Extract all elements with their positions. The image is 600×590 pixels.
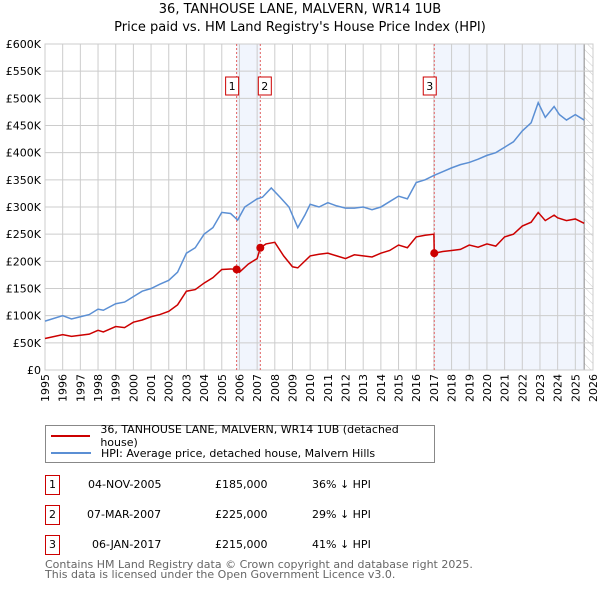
sale-point — [232, 265, 241, 274]
sale-label: 3 — [426, 80, 433, 93]
y-tick-label: £50K — [13, 337, 42, 350]
y-tick-label: £350K — [6, 174, 42, 187]
sale-row: 2 07-MAR-2007 £225,000 29% ↓ HPI — [45, 505, 445, 525]
sale-date: 04-NOV-2005 — [88, 478, 162, 491]
sale-point — [256, 243, 265, 252]
sale-number: 1 — [45, 475, 60, 495]
legend-swatch-red — [51, 435, 91, 437]
x-tick-label: 2024 — [552, 374, 565, 402]
sale-label-box — [422, 76, 437, 96]
x-tick-label: 2025 — [569, 374, 582, 402]
x-tick-label: 2006 — [233, 374, 246, 402]
sale-delta: 36% ↓ HPI — [312, 478, 371, 491]
y-tick-label: £600K — [6, 38, 42, 51]
sale-row: 3 06-JAN-2017 £215,000 41% ↓ HPI — [45, 535, 445, 555]
sale-row: 1 04-NOV-2005 £185,000 36% ↓ HPI — [45, 475, 445, 495]
x-tick-label: 1996 — [57, 374, 70, 402]
plot-frame — [44, 43, 594, 371]
sale-label: 1 — [229, 80, 236, 93]
x-tick-label: 1995 — [39, 374, 52, 402]
x-tick-label: 2004 — [198, 374, 211, 402]
x-tick-label: 2001 — [145, 374, 158, 402]
x-tick-label: 2008 — [269, 374, 282, 402]
x-tick-label: 2015 — [393, 374, 406, 402]
sale-date: 07-MAR-2007 — [87, 508, 162, 521]
footer: Contains HM Land Registry data © Crown c… — [45, 558, 473, 581]
x-tick-label: 2021 — [499, 374, 512, 402]
price-paid-line — [44, 211, 585, 340]
sale-label: 2 — [261, 80, 268, 93]
hpi-line — [44, 100, 585, 322]
sale-label-box — [257, 76, 272, 96]
sale-price: £185,000 — [215, 478, 268, 491]
sale-delta: 41% ↓ HPI — [312, 538, 371, 551]
x-tick-label: 2022 — [516, 374, 529, 402]
x-tick-label: 2016 — [410, 374, 423, 402]
x-tick-label: 2005 — [216, 374, 229, 402]
legend: 36, TANHOUSE LANE, MALVERN, WR14 1UB (de… — [45, 423, 435, 463]
y-tick-label: £150K — [6, 283, 42, 296]
sale-number: 3 — [45, 535, 60, 555]
y-tick-label: £500K — [6, 92, 42, 105]
x-tick-label: 1998 — [92, 374, 105, 402]
x-tick-label: 1999 — [110, 374, 123, 402]
legend-label: HPI: Average price, detached house, Malv… — [101, 446, 376, 460]
footer-line: This data is licensed under the Open Gov… — [45, 568, 396, 581]
y-tick-label: £550K — [6, 65, 42, 78]
x-tick-label: 2000 — [127, 374, 140, 402]
legend-label: 36, TANHOUSE LANE, MALVERN, WR14 1UB (de… — [100, 423, 399, 449]
x-tick-label: 2020 — [481, 374, 494, 402]
y-tick-label: £400K — [6, 147, 42, 160]
y-tick-label: £250K — [6, 228, 42, 241]
sale-delta: 29% ↓ HPI — [312, 508, 371, 521]
chart-title: 36, TANHOUSE LANE, MALVERN, WR14 1UB — [158, 2, 442, 17]
sale-price: £225,000 — [215, 508, 268, 521]
x-tick-label: 2002 — [163, 374, 176, 402]
sale-price: £215,000 — [215, 538, 268, 551]
y-tick-label: £100K — [6, 310, 42, 323]
x-tick-label: 2012 — [340, 374, 353, 402]
x-tick-label: 2003 — [180, 374, 193, 402]
y-tick-label: £300K — [6, 201, 42, 214]
x-tick-label: 2013 — [357, 374, 370, 402]
x-tick-label: 2007 — [251, 374, 264, 402]
sale-date: 06-JAN-2017 — [92, 538, 162, 551]
x-tick-label: 2009 — [286, 374, 299, 402]
x-tick-label: 2011 — [322, 374, 335, 402]
x-tick-label: 2018 — [446, 374, 459, 402]
x-tick-label: 2026 — [587, 374, 600, 402]
footer-line: Contains HM Land Registry data © Crown c… — [45, 558, 473, 571]
legend-item-property: 36, TANHOUSE LANE, MALVERN, WR14 1UB (de… — [51, 423, 434, 449]
legend-swatch-blue — [51, 452, 91, 454]
x-tick-label: 2010 — [304, 374, 317, 402]
y-tick-label: £450K — [6, 120, 42, 133]
sale-number: 2 — [45, 505, 60, 525]
y-tick-label: £0 — [27, 364, 41, 377]
x-tick-label: 2019 — [463, 374, 476, 402]
x-tick-label: 2017 — [428, 374, 441, 402]
price-chart: 1995 1996 1997 1998 1999 2000 2001 2002 2003 2004… — [6, 38, 600, 402]
chart-subtitle: Price paid vs. HM Land Registry's House … — [114, 20, 486, 35]
x-tick-label: 1997 — [74, 374, 87, 402]
y-tick-label: £200K — [6, 255, 42, 268]
legend-item-hpi: HPI: Average price, detached house, Malv… — [51, 445, 375, 461]
sale-point — [430, 249, 439, 258]
sale-label-box — [225, 76, 240, 96]
x-tick-label: 2023 — [534, 374, 547, 402]
x-tick-label: 2014 — [375, 374, 388, 402]
